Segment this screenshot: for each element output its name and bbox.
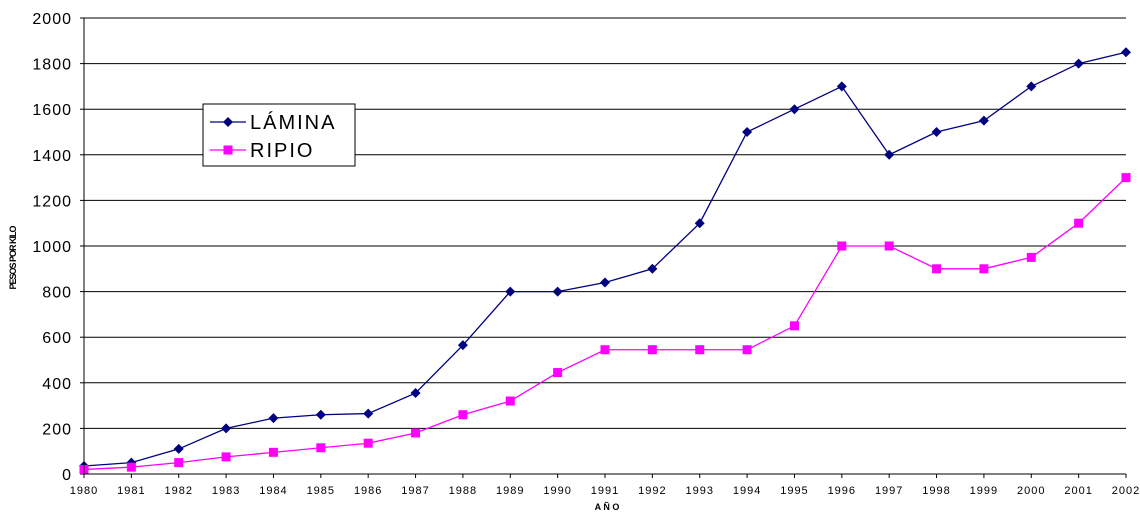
x-tick-label: 1982 xyxy=(164,485,192,497)
data-point xyxy=(979,264,989,274)
data-point xyxy=(932,264,942,274)
x-tick-label: 1983 xyxy=(212,485,240,497)
y-tick-label: 1800 xyxy=(32,57,72,74)
x-tick-label: 1986 xyxy=(354,485,382,497)
data-point xyxy=(316,443,326,453)
y-tick-label: 800 xyxy=(42,285,72,302)
legend-marker xyxy=(223,145,233,155)
x-axis-title: A Ñ O xyxy=(595,502,620,512)
data-point xyxy=(836,81,847,92)
data-point xyxy=(789,321,799,331)
data-point xyxy=(837,241,847,251)
x-tick-label: 1999 xyxy=(970,485,998,497)
y-tick-label: 400 xyxy=(42,376,72,393)
data-point xyxy=(1074,218,1084,228)
legend-label: LÁMINA xyxy=(250,111,336,134)
data-point xyxy=(1073,58,1084,69)
x-tick-label: 1997 xyxy=(875,485,903,497)
data-point xyxy=(742,345,752,355)
data-point xyxy=(505,396,515,406)
data-point xyxy=(221,423,232,434)
data-point xyxy=(884,241,894,251)
y-tick-label: 200 xyxy=(42,421,72,438)
y-axis-ticks: 0 200 400 600 800 1000 1200 1400 1600 1800 2000 xyxy=(32,11,84,484)
y-tick-label: 600 xyxy=(42,330,72,347)
data-point xyxy=(1026,252,1036,262)
data-point xyxy=(647,263,658,274)
data-point xyxy=(647,345,657,355)
y-tick-label: 1600 xyxy=(32,102,72,119)
y-tick-label: 1200 xyxy=(32,193,72,210)
data-point xyxy=(1026,81,1037,92)
x-tick-label: 1985 xyxy=(307,485,335,497)
x-tick-label: 1988 xyxy=(449,485,477,497)
legend-marker xyxy=(223,117,233,127)
legend-box xyxy=(202,103,356,167)
x-tick-label: 2000 xyxy=(1017,485,1045,497)
data-point xyxy=(978,115,989,126)
x-tick-label: 1995 xyxy=(780,485,808,497)
data-point xyxy=(457,340,468,351)
x-tick-label: 1996 xyxy=(828,485,856,497)
data-point xyxy=(1121,173,1131,183)
data-point xyxy=(268,447,278,457)
data-point xyxy=(411,428,421,438)
data-point xyxy=(789,104,800,115)
x-tick-label: 1987 xyxy=(401,485,429,497)
data-point xyxy=(221,452,231,462)
data-point xyxy=(174,458,184,468)
data-point xyxy=(505,286,516,297)
x-tick-label: 2002 xyxy=(1112,485,1140,497)
y-tick-label: 0 xyxy=(62,467,72,484)
data-point xyxy=(931,127,942,137)
y-tick-label: 1400 xyxy=(32,148,72,165)
data-point xyxy=(884,149,895,160)
data-point xyxy=(695,345,705,355)
legend: LÁMINA RIPIO xyxy=(202,103,356,167)
x-tick-label: 1991 xyxy=(591,485,619,497)
data-point xyxy=(600,277,610,288)
data-point xyxy=(268,413,279,424)
x-tick-label: 2001 xyxy=(1064,485,1092,497)
x-tick-label: 1992 xyxy=(638,485,666,497)
x-axis-ticks: 1980 1981 1982 1983 1984 1985 1986 1987 1988 1989… xyxy=(70,474,1140,497)
data-point xyxy=(553,368,563,378)
data-point xyxy=(600,345,610,355)
x-tick-label: 1981 xyxy=(117,485,145,497)
gridlines xyxy=(84,17,1126,429)
legend-label: RIPIO xyxy=(250,140,314,162)
data-point xyxy=(458,410,468,420)
x-tick-label: 1998 xyxy=(922,485,950,497)
data-point xyxy=(363,408,374,419)
x-tick-label: 1990 xyxy=(543,485,571,497)
data-point xyxy=(410,388,421,399)
series-lines xyxy=(79,47,1131,474)
x-tick-label: 1989 xyxy=(496,485,524,497)
y-tick-label: 2000 xyxy=(32,11,72,28)
data-point xyxy=(126,462,136,472)
x-tick-label: 1994 xyxy=(733,485,761,497)
x-tick-label: 1980 xyxy=(70,485,98,497)
series-0 xyxy=(79,47,1131,472)
data-point xyxy=(315,409,326,420)
data-point xyxy=(552,286,563,297)
x-tick-label: 1984 xyxy=(259,485,287,497)
data-point xyxy=(694,218,705,229)
y-axis-title: PESOS POR KILO xyxy=(8,225,18,289)
data-point xyxy=(742,127,753,137)
data-point xyxy=(173,443,184,454)
data-point xyxy=(363,438,373,448)
data-point xyxy=(1121,47,1131,58)
x-tick-label: 1993 xyxy=(685,485,713,497)
y-tick-label: 1000 xyxy=(32,239,72,256)
